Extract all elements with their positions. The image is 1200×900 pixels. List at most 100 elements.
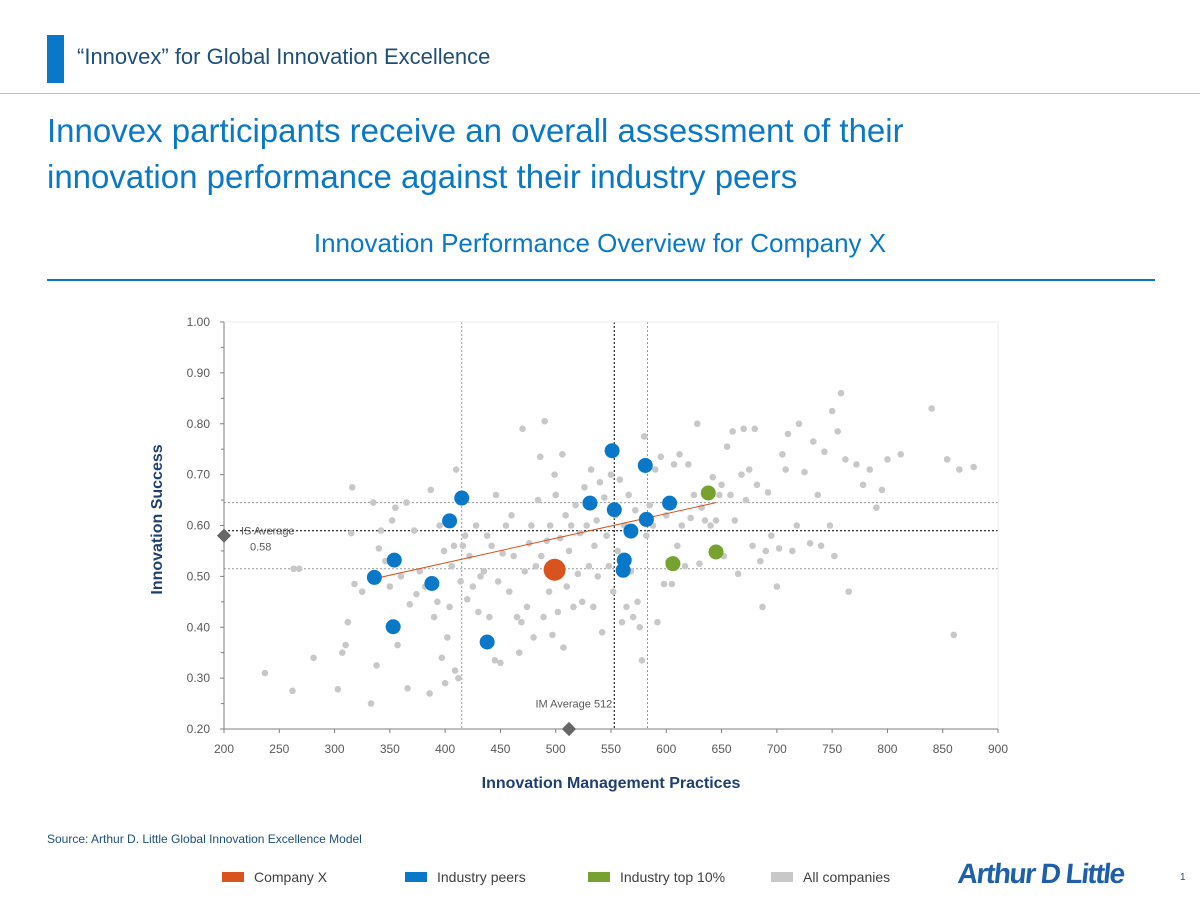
data-points xyxy=(261,389,977,707)
all-companies-point xyxy=(718,481,725,489)
all-companies-point xyxy=(668,580,676,588)
all-companies-point xyxy=(477,573,484,580)
all-companies-point xyxy=(534,496,542,504)
all-companies-point xyxy=(521,567,529,575)
company-x-point xyxy=(543,558,566,581)
all-companies-point xyxy=(570,603,577,611)
all-companies-point xyxy=(455,674,462,682)
x-tick-label: 200 xyxy=(214,742,234,756)
all-companies-point xyxy=(614,547,621,555)
all-companies-point xyxy=(486,613,493,621)
all-companies-point xyxy=(469,583,477,590)
all-companies-point xyxy=(657,453,665,461)
all-companies-point xyxy=(290,565,297,573)
x-tick-label: 800 xyxy=(877,742,897,756)
all-companies-point xyxy=(438,654,446,662)
all-companies-point xyxy=(502,522,510,529)
all-companies-point xyxy=(782,466,790,473)
industry-peer-point xyxy=(424,575,440,591)
all-companies-point xyxy=(513,613,521,621)
all-companies-point xyxy=(518,618,525,626)
all-companies-point xyxy=(623,603,630,611)
all-companies-point xyxy=(406,601,414,608)
all-companies-point xyxy=(625,491,632,499)
all-companies-point xyxy=(603,532,610,539)
all-companies-point xyxy=(551,471,558,478)
all-companies-point xyxy=(873,504,880,511)
all-companies-point xyxy=(463,595,471,603)
source-note: Source: Arthur D. Little Global Innovati… xyxy=(47,832,362,846)
all-companies-point xyxy=(638,657,646,664)
all-companies-point xyxy=(416,567,424,575)
x-tick-label: 700 xyxy=(767,742,787,756)
x-tick-label: 500 xyxy=(546,742,566,756)
trend-line xyxy=(373,502,717,580)
all-companies-point xyxy=(618,618,626,626)
all-companies-point xyxy=(762,547,770,555)
im-average-marker xyxy=(561,721,577,737)
all-companies-point xyxy=(826,522,834,529)
all-companies-point xyxy=(634,598,641,606)
all-companies-point xyxy=(459,542,467,550)
all-companies-point xyxy=(701,517,709,524)
all-companies-point xyxy=(440,547,448,555)
all-companies-point xyxy=(494,578,502,585)
all-companies-point xyxy=(775,545,783,552)
industry-peer-point xyxy=(638,511,654,527)
all-companies-point xyxy=(636,623,644,631)
all-companies-point xyxy=(814,491,822,499)
all-companies-point xyxy=(681,562,689,570)
y-axis-title: Innovation Success xyxy=(149,444,166,594)
all-companies-point xyxy=(674,542,681,550)
all-companies-point xyxy=(956,466,963,473)
x-tick-label: 650 xyxy=(712,742,732,756)
all-companies-point xyxy=(593,517,600,524)
all-companies-point xyxy=(646,501,653,509)
industry-top-point xyxy=(665,556,681,572)
all-companies-point xyxy=(779,450,786,458)
all-companies-point xyxy=(768,532,775,539)
all-companies-point xyxy=(795,420,803,428)
all-companies-point xyxy=(806,540,814,547)
industry-peer-point xyxy=(616,552,632,568)
all-companies-point xyxy=(607,471,615,478)
all-companies-point xyxy=(693,420,701,428)
all-companies-point xyxy=(515,649,523,656)
all-companies-point xyxy=(712,517,720,524)
all-companies-point xyxy=(884,456,891,463)
all-companies-point xyxy=(749,542,756,550)
arthur-d-little-logo: Arthur D Little xyxy=(956,858,1126,889)
all-companies-point xyxy=(734,570,742,578)
legend-swatch xyxy=(405,872,427,882)
all-companies-point xyxy=(723,443,731,450)
all-companies-point xyxy=(444,634,451,641)
all-companies-point xyxy=(528,522,535,529)
all-companies-point xyxy=(261,669,269,677)
all-companies-point xyxy=(339,649,346,656)
all-companies-point xyxy=(897,450,904,458)
all-companies-point xyxy=(546,522,554,529)
all-companies-point xyxy=(508,512,515,519)
x-axis-title: Innovation Management Practices xyxy=(482,775,741,792)
all-companies-point xyxy=(545,588,553,595)
chart-labels: Innovation Management Practices Innovatio… xyxy=(149,444,740,792)
all-companies-point xyxy=(859,481,867,489)
x-tick-label: 250 xyxy=(269,742,289,756)
all-companies-point xyxy=(549,631,556,639)
all-companies-point xyxy=(552,491,560,499)
industry-peer-point xyxy=(637,457,653,473)
x-tick-label: 900 xyxy=(988,742,1008,756)
all-companies-point xyxy=(878,486,886,494)
all-companies-point xyxy=(540,613,547,621)
x-tick-label: 350 xyxy=(380,742,400,756)
all-companies-point xyxy=(492,491,500,499)
all-companies-point xyxy=(640,433,648,440)
all-companies-point xyxy=(334,686,342,693)
all-companies-point xyxy=(530,634,537,641)
is-average-label: IS Average xyxy=(241,526,295,538)
all-companies-point xyxy=(601,494,608,501)
scatter-chart: 0.20 0.30 0.40 0.50 0.60 0.70 0.80 0.90 1.00 200 2… xyxy=(149,315,1008,792)
y-tick-label: 1.00 xyxy=(187,315,211,329)
all-companies-point xyxy=(451,667,459,674)
all-companies-point xyxy=(426,690,433,697)
